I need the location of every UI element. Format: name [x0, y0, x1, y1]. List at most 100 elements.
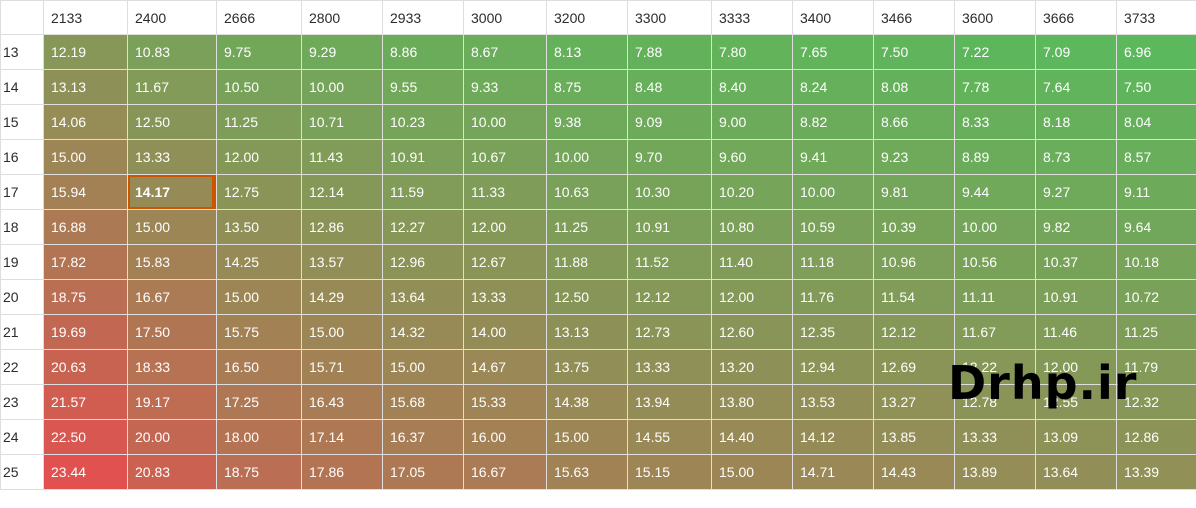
- value-cell: 13.85: [873, 419, 955, 455]
- value-cell: 14.71: [792, 454, 874, 490]
- value-cell: 23.44: [43, 454, 128, 490]
- value-cell: 9.60: [711, 139, 793, 175]
- column-header: 2400: [127, 0, 217, 35]
- table-row: 24 22.50 20.00 18.00 17.14 16.37 16.00 15.00 14.…: [0, 419, 1196, 455]
- value-cell: 10.83: [127, 34, 217, 70]
- value-cell: 10.91: [1035, 279, 1117, 315]
- column-header: 3300: [627, 0, 712, 35]
- value-cell: 8.86: [382, 34, 464, 70]
- value-cell: 18.75: [216, 454, 302, 490]
- value-cell: 12.00: [1035, 349, 1117, 385]
- value-cell: 9.23: [873, 139, 955, 175]
- value-cell: 13.33: [127, 139, 217, 175]
- value-cell: 10.80: [711, 209, 793, 245]
- value-cell: 7.78: [954, 69, 1036, 105]
- value-cell: 15.00: [43, 139, 128, 175]
- value-cell: 7.88: [627, 34, 712, 70]
- value-cell: 9.75: [216, 34, 302, 70]
- value-cell: 8.75: [546, 69, 628, 105]
- table-row: 17 15.94 14.17 12.75 12.14 11.59 11.33 10.63 10.…: [0, 174, 1196, 210]
- value-cell: 13.20: [711, 349, 793, 385]
- value-cell: 12.73: [627, 314, 712, 350]
- value-cell: 15.33: [463, 384, 547, 420]
- value-cell: 12.19: [43, 34, 128, 70]
- value-cell: 15.00: [711, 454, 793, 490]
- value-cell: 8.18: [1035, 104, 1117, 140]
- value-cell: 14.06: [43, 104, 128, 140]
- value-cell: 10.96: [873, 244, 955, 280]
- value-cell: 16.50: [216, 349, 302, 385]
- row-header: 19: [0, 244, 44, 280]
- value-cell: 10.39: [873, 209, 955, 245]
- value-cell: 8.33: [954, 104, 1036, 140]
- value-cell: 20.00: [127, 419, 217, 455]
- value-cell: 7.65: [792, 34, 874, 70]
- value-cell: 17.82: [43, 244, 128, 280]
- value-cell: 10.72: [1116, 279, 1196, 315]
- value-cell: 12.32: [1116, 384, 1196, 420]
- column-header: 3200: [546, 0, 628, 35]
- value-cell: 11.76: [792, 279, 874, 315]
- value-cell: 14.55: [627, 419, 712, 455]
- value-cell: 20.83: [127, 454, 217, 490]
- value-cell: 21.57: [43, 384, 128, 420]
- value-cell: 8.04: [1116, 104, 1196, 140]
- value-cell: 13.09: [1035, 419, 1117, 455]
- value-cell: 10.00: [301, 69, 383, 105]
- value-cell: 9.29: [301, 34, 383, 70]
- value-cell: 9.27: [1035, 174, 1117, 210]
- value-cell: 11.43: [301, 139, 383, 175]
- value-cell: 8.73: [1035, 139, 1117, 175]
- value-cell: 11.46: [1035, 314, 1117, 350]
- value-cell: 10.18: [1116, 244, 1196, 280]
- value-cell: 8.66: [873, 104, 955, 140]
- value-cell: 11.88: [546, 244, 628, 280]
- value-cell: 15.00: [301, 314, 383, 350]
- value-cell: 14.29: [301, 279, 383, 315]
- table-row: 23 21.57 19.17 17.25 16.43 15.68 15.33 14.38 13.…: [0, 384, 1196, 420]
- value-cell: 11.25: [546, 209, 628, 245]
- column-header: 3333: [711, 0, 793, 35]
- value-cell: 9.81: [873, 174, 955, 210]
- value-cell: 15.83: [127, 244, 217, 280]
- value-cell: 11.25: [216, 104, 302, 140]
- value-cell: 14.40: [711, 419, 793, 455]
- value-cell: 12.86: [1116, 419, 1196, 455]
- value-cell: 12.12: [627, 279, 712, 315]
- row-header: 17: [0, 174, 44, 210]
- value-cell: 12.94: [792, 349, 874, 385]
- value-cell: 12.67: [463, 244, 547, 280]
- value-cell: 18.75: [43, 279, 128, 315]
- value-cell: 12.69: [873, 349, 955, 385]
- column-header: 2933: [382, 0, 464, 35]
- value-cell: 13.13: [43, 69, 128, 105]
- value-cell: 7.64: [1035, 69, 1117, 105]
- value-cell: 13.33: [954, 419, 1036, 455]
- value-cell: 9.00: [711, 104, 793, 140]
- value-cell: 18.33: [127, 349, 217, 385]
- value-cell: 10.00: [954, 209, 1036, 245]
- value-cell: 9.33: [463, 69, 547, 105]
- value-cell: 14.67: [463, 349, 547, 385]
- value-cell: 8.40: [711, 69, 793, 105]
- column-header: 3733: [1116, 0, 1196, 35]
- value-cell: 7.09: [1035, 34, 1117, 70]
- value-cell: 13.27: [873, 384, 955, 420]
- row-header: 13: [0, 34, 44, 70]
- value-cell: 14.25: [216, 244, 302, 280]
- value-cell: 9.70: [627, 139, 712, 175]
- table-row: 15 14.06 12.50 11.25 10.71 10.23 10.00 9.38 9.09…: [0, 104, 1196, 140]
- value-cell: 10.20: [711, 174, 793, 210]
- value-cell: 8.08: [873, 69, 955, 105]
- value-cell: 9.55: [382, 69, 464, 105]
- value-cell: 12.50: [127, 104, 217, 140]
- value-cell: 9.44: [954, 174, 1036, 210]
- table-row: 22 20.63 18.33 16.50 15.71 15.00 14.67 13.75 13.…: [0, 349, 1196, 385]
- value-cell: 14.32: [382, 314, 464, 350]
- value-cell: 12.75: [216, 174, 302, 210]
- value-cell: 10.00: [546, 139, 628, 175]
- column-header: 2666: [216, 0, 302, 35]
- row-header: 15: [0, 104, 44, 140]
- value-cell: 12.27: [382, 209, 464, 245]
- value-cell: 17.50: [127, 314, 217, 350]
